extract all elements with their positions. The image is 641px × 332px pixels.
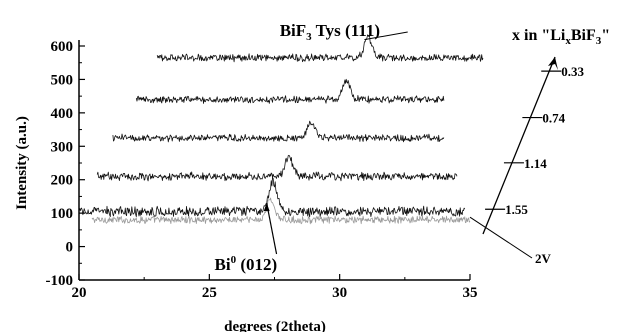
y-tick-label: 0	[66, 240, 74, 256]
annotation-suffix: (012)	[236, 255, 277, 274]
x-tick-label: 20	[72, 285, 87, 301]
xrd-trace-1	[78, 176, 466, 218]
indicator-title-sub: x	[565, 35, 571, 47]
annotation-leader	[364, 31, 408, 41]
annotation-label: BiF3 Tys (111)	[280, 21, 380, 43]
voltage-label: 2V	[535, 251, 552, 266]
xrd-trace-0	[91, 197, 471, 225]
indicator-arrowhead	[548, 57, 558, 70]
voltage-leader	[469, 216, 533, 259]
y-tick-label: 100	[51, 206, 74, 222]
y-tick-label: 300	[51, 139, 74, 155]
annotation-arrowhead	[263, 203, 270, 212]
plot-area	[78, 34, 484, 225]
indicator-title-mid: BiF	[571, 27, 596, 44]
annotation-suffix: Tys (111)	[312, 21, 380, 40]
xrd-trace-4	[135, 78, 445, 104]
x-indicator: x in "LixBiF3" 0.33 0.74 1.14 1.55 2V	[469, 27, 610, 266]
indicator-title: x in "LixBiF3"	[512, 27, 610, 47]
indicator-title-sub: 3	[596, 35, 602, 47]
y-tick-label: -100	[46, 273, 74, 289]
indicator-arrow	[482, 56, 556, 235]
xrd-trace-2	[96, 154, 458, 182]
y-tick-label: 500	[51, 72, 74, 88]
indicator-level-label: 1.14	[524, 156, 547, 171]
y-tick-label: 400	[51, 106, 74, 122]
indicator-level-label: 0.74	[542, 111, 565, 126]
y-tick-label: 600	[51, 39, 74, 55]
annotation-superscript: 0	[231, 254, 237, 266]
annotation-text: BiF	[280, 21, 306, 40]
annotation-arrow	[266, 203, 278, 255]
axes: -100 0 100 200 300 400 500 600 20 25 30 35 degrees (…	[14, 39, 478, 332]
x-tick-label: 30	[332, 285, 347, 301]
y-axis-title: Intensity (a.u.)	[14, 116, 30, 210]
annotations: BiF3 Tys (111) Bi0 (012)	[215, 21, 408, 274]
y-tick-label: 200	[51, 173, 74, 189]
x-tick-label: 25	[202, 285, 217, 301]
annotation-label: Bi0 (012)	[215, 254, 278, 274]
indicator-title-suffix: "	[601, 27, 610, 44]
x-axis-title: degrees (2theta)	[224, 319, 326, 332]
indicator-title-prefix: x in "Li	[512, 27, 566, 44]
x-tick-label: 35	[463, 285, 478, 301]
xrd-trace-5	[156, 34, 484, 63]
indicator-level-label: 0.33	[561, 64, 584, 79]
indicator-level-label: 1.55	[505, 202, 528, 217]
annotation-text: Bi	[215, 255, 231, 274]
annotation-subscript: 3	[306, 31, 312, 43]
xrd-trace-3	[112, 120, 445, 143]
